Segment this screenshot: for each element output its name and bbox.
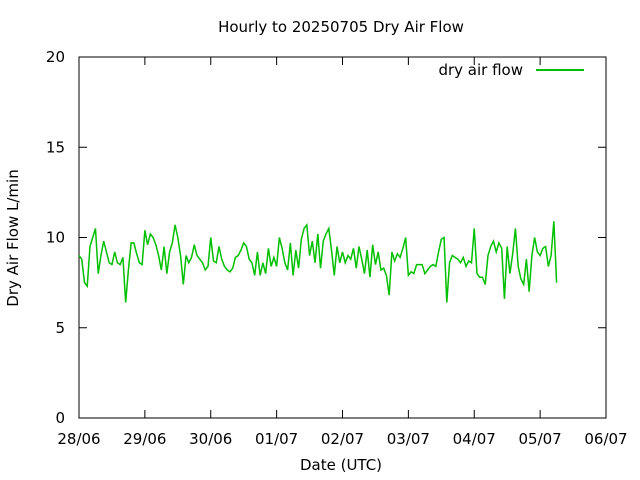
x-axis-label: Date (UTC) (300, 456, 382, 474)
x-tick-label: 03/07 (387, 430, 430, 448)
x-tick-label: 28/06 (57, 430, 100, 448)
y-tick-label: 15 (46, 138, 65, 156)
y-tick-label: 10 (46, 229, 65, 247)
x-tick-label: 01/07 (255, 430, 298, 448)
legend-label: dry air flow (438, 61, 523, 79)
x-tick-label: 05/07 (519, 430, 562, 448)
x-tick-label: 06/07 (584, 430, 627, 448)
x-tick-label: 30/06 (189, 430, 232, 448)
y-tick-label: 5 (55, 319, 65, 337)
data-line (78, 221, 558, 303)
y-tick-label: 20 (46, 48, 65, 66)
y-axis-label: Dry Air Flow L/min (4, 169, 22, 306)
chart-title: Hourly to 20250705 Dry Air Flow (218, 18, 464, 36)
x-tick-label: 04/07 (453, 430, 496, 448)
x-tick-label: 29/06 (123, 430, 166, 448)
plot-border (78, 56, 607, 419)
y-tick-label: 0 (55, 409, 65, 427)
x-tick-label: 02/07 (321, 430, 364, 448)
